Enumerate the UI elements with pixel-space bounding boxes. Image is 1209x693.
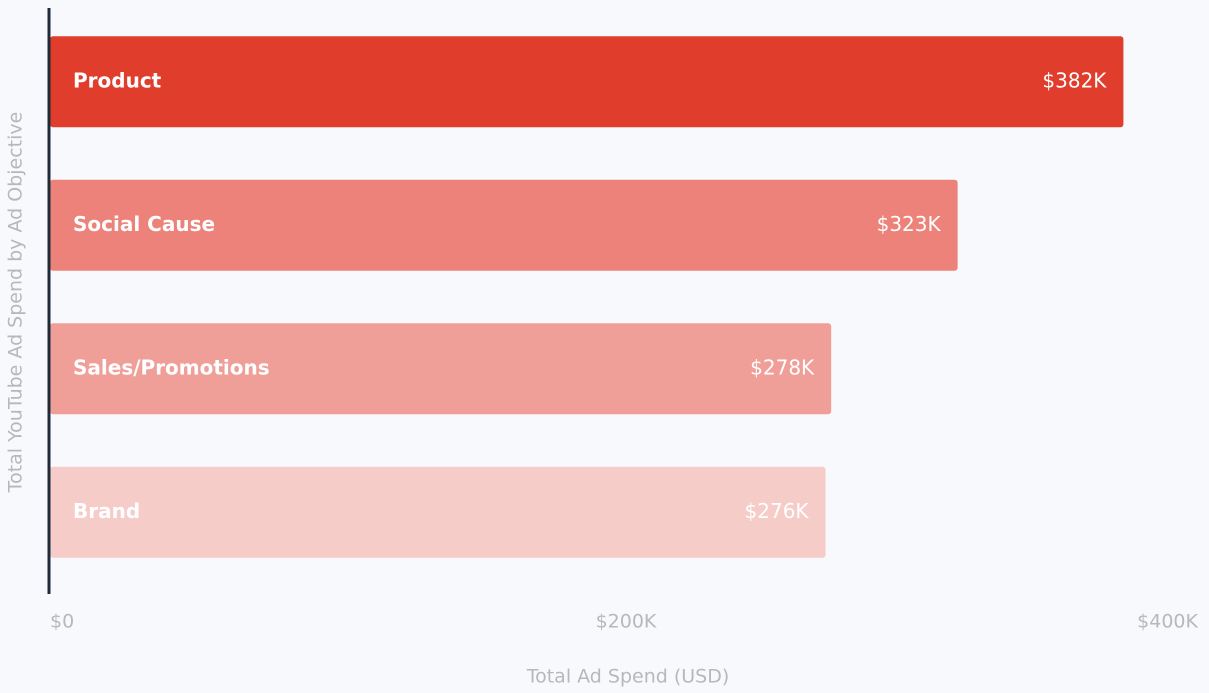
bar: [50, 323, 832, 415]
y-axis-title: Total YouTube Ad Spend by Ad Objective: [5, 112, 27, 494]
x-axis-title: Total Ad Spend (USD): [526, 666, 730, 688]
value-label: $278K: [750, 355, 815, 379]
value-label: $276K: [745, 499, 810, 523]
category-label: Social Cause: [73, 212, 215, 236]
x-tick-label: $400K: [1137, 611, 1198, 633]
value-label: $382K: [1042, 68, 1107, 92]
category-label: Sales/Promotions: [73, 355, 270, 379]
bar: [50, 466, 826, 558]
x-tick-label: $0: [50, 611, 74, 633]
value-label: $323K: [877, 212, 942, 236]
category-label: Product: [73, 68, 162, 92]
bar: [50, 36, 1124, 128]
bar: [50, 179, 958, 271]
category-label: Brand: [73, 499, 140, 523]
x-tick-label: $200K: [596, 611, 657, 633]
